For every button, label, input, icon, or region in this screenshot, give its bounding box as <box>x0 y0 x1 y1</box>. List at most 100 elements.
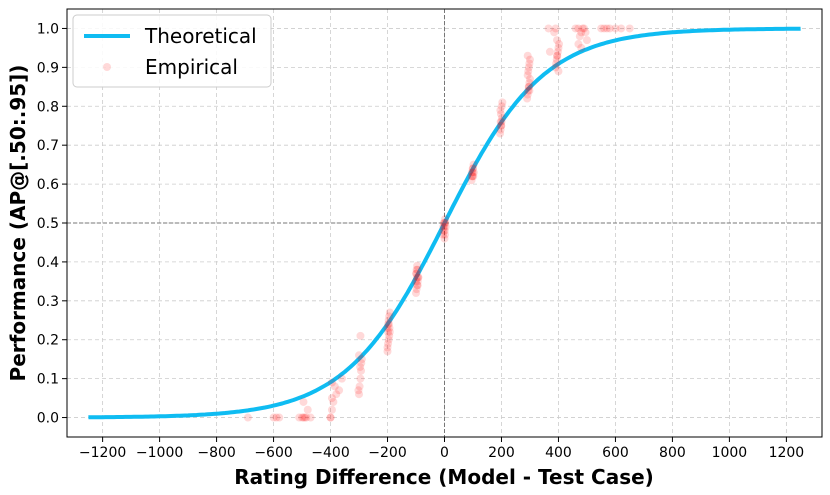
empirical-point <box>413 281 422 290</box>
empirical-point <box>625 24 634 33</box>
empirical-point <box>327 378 336 387</box>
empirical-point <box>575 32 584 41</box>
y-axis: 0.0 0.1 0.2 0.3 0.4 0.5 0.6 0.7 0.8 0.9 1.0 <box>37 21 67 427</box>
empirical-point <box>412 269 421 278</box>
empirical-point <box>523 51 532 60</box>
empirical-point <box>440 234 449 243</box>
empirical-point <box>440 226 449 235</box>
y-tick-label: 0.1 <box>37 372 59 388</box>
x-tick-label: 0 <box>440 445 449 461</box>
empirical-point <box>440 219 449 227</box>
empirical-point <box>385 324 394 333</box>
empirical-point <box>299 413 308 422</box>
empirical-point <box>384 320 393 329</box>
empirical-point <box>272 413 281 422</box>
empirical-point <box>524 82 533 91</box>
empirical-point <box>496 110 505 119</box>
empirical-point <box>357 366 366 375</box>
empirical-point <box>468 172 477 181</box>
empirical-point <box>525 55 534 64</box>
x-tick-label: 800 <box>659 445 686 461</box>
empirical-point <box>441 215 450 224</box>
empirical-point <box>497 121 506 130</box>
y-tick-label: 0.9 <box>37 60 59 76</box>
empirical-point <box>439 230 448 239</box>
y-tick-label: 0.0 <box>37 411 59 427</box>
empirical-point <box>580 24 589 33</box>
x-tick-label: −1200 <box>79 445 126 461</box>
empirical-point <box>578 24 587 33</box>
empirical-point <box>441 230 450 239</box>
empirical-point <box>523 90 532 99</box>
empirical-point <box>553 51 562 60</box>
empirical-point <box>384 327 393 336</box>
empirical-point <box>302 413 311 422</box>
empirical-point <box>611 24 620 33</box>
empirical-point <box>332 390 341 399</box>
empirical-point <box>298 413 307 422</box>
empirical-point <box>357 355 366 364</box>
empirical-point <box>497 121 506 130</box>
empirical-point <box>523 71 532 80</box>
empirical-point <box>356 362 365 371</box>
empirical-point <box>384 335 393 344</box>
empirical-point <box>414 273 423 282</box>
y-tick-label: 0.6 <box>37 177 59 193</box>
empirical-point <box>524 82 533 91</box>
empirical-point <box>574 24 583 33</box>
empirical-point <box>413 281 422 290</box>
empirical-point <box>523 94 532 103</box>
empirical-point <box>413 265 422 274</box>
empirical-point <box>600 24 609 33</box>
empirical-point <box>553 36 562 45</box>
empirical-point <box>553 47 562 56</box>
empirical-point <box>439 219 448 227</box>
x-tick-label: 1000 <box>712 445 748 461</box>
empirical-point <box>275 413 284 422</box>
empirical-point <box>467 176 476 185</box>
empirical-point <box>355 382 364 391</box>
theoretical-series <box>88 26 801 420</box>
empirical-point <box>326 413 335 422</box>
empirical-series <box>243 24 634 422</box>
empirical-point <box>329 397 338 406</box>
x-tick-label: 200 <box>488 445 515 461</box>
empirical-point <box>384 316 393 325</box>
empirical-point <box>582 36 591 45</box>
empirical-point <box>468 164 477 173</box>
empirical-point <box>354 386 363 395</box>
empirical-point <box>412 269 421 278</box>
y-tick-label: 0.3 <box>37 294 59 310</box>
empirical-point <box>469 160 478 169</box>
empirical-point <box>299 397 308 406</box>
empirical-point <box>327 394 336 403</box>
y-axis-title: Performance (AP@[.50:.95]) <box>6 65 30 382</box>
empirical-point <box>597 24 606 33</box>
empirical-point <box>551 63 560 72</box>
empirical-point <box>553 51 562 60</box>
empirical-point <box>412 285 421 294</box>
legend: Theoretical Empirical <box>72 14 272 88</box>
empirical-point <box>356 331 365 340</box>
empirical-point <box>605 24 614 33</box>
empirical-point <box>306 413 315 422</box>
reference-lines <box>67 9 822 437</box>
x-tick-label: −800 <box>197 445 235 461</box>
empirical-point <box>545 47 554 56</box>
empirical-point <box>571 24 580 33</box>
empirical-point <box>412 273 421 282</box>
empirical-point <box>581 28 590 37</box>
x-axis-title: Rating Difference (Model - Test Case) <box>234 465 654 489</box>
empirical-point <box>412 289 421 298</box>
empirical-point <box>337 374 346 383</box>
empirical-point <box>551 24 560 33</box>
empirical-point <box>412 265 421 274</box>
empirical-point <box>498 98 507 107</box>
empirical-point <box>330 382 339 391</box>
empirical-point <box>468 168 477 177</box>
empirical-point <box>602 24 611 33</box>
y-tick-label: 0.8 <box>37 99 59 115</box>
empirical-point <box>269 413 278 422</box>
empirical-point <box>384 339 393 348</box>
